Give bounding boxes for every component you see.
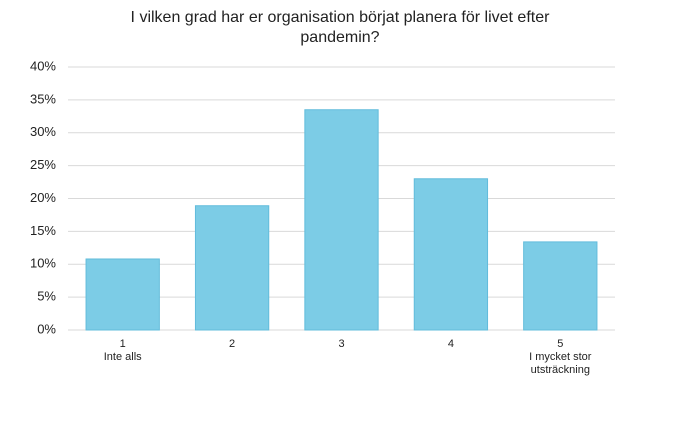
- y-tick-label: 30%: [30, 124, 56, 139]
- y-tick-label: 5%: [37, 289, 56, 304]
- y-tick-label: 0%: [37, 321, 56, 336]
- x-tick-label: utsträckning: [531, 364, 590, 376]
- y-tick-label: 40%: [30, 58, 56, 73]
- x-tick-label: 2: [229, 338, 235, 350]
- y-tick-label: 20%: [30, 190, 56, 205]
- x-tick-label: 1: [120, 338, 126, 350]
- x-tick-label: 3: [338, 338, 344, 350]
- bar: [194, 205, 270, 331]
- x-tick-label: Inte alls: [104, 351, 142, 363]
- y-tick-label: 25%: [30, 157, 56, 172]
- chart-title: I vilken grad har er organisation börjat…: [130, 9, 550, 46]
- y-tick-label: 35%: [30, 91, 56, 106]
- bar: [304, 109, 379, 331]
- bar: [523, 241, 598, 331]
- x-tick-label: I mycket stor: [529, 351, 592, 363]
- y-tick-label: 10%: [30, 256, 56, 271]
- bar: [85, 258, 160, 331]
- x-tick-label: 4: [448, 338, 454, 350]
- bar: [413, 178, 489, 331]
- y-tick-label: 15%: [30, 223, 56, 238]
- x-tick-label: 5: [557, 338, 563, 350]
